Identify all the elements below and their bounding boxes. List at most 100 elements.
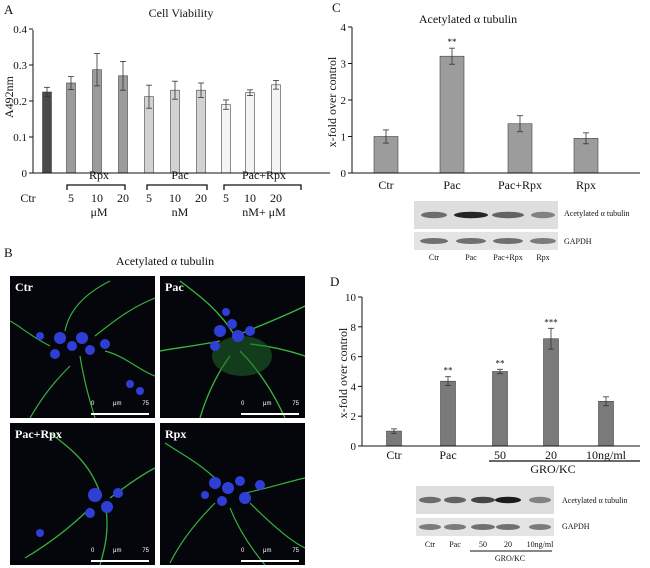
x-tick-label: 50 — [494, 448, 506, 462]
scalebar-pacrpx: 0 μm 75 — [91, 548, 149, 562]
y-tick-label: 0 — [341, 168, 347, 180]
significance-label: *** — [544, 317, 558, 327]
scalebar-rpx: 0 μm 75 — [241, 548, 299, 562]
blot-band — [529, 496, 551, 504]
blot-c-lane-pacrpx: Pac+Rpx — [493, 253, 522, 262]
micrograph-pac: Pac 0 μm 75 — [160, 276, 305, 418]
bar — [543, 338, 559, 447]
chart-d-y-ticks: 0 2 4 6 8 10 — [345, 292, 362, 453]
y-tick-label: 4 — [351, 381, 357, 393]
y-tick-label: 0 — [351, 441, 357, 453]
blot-c-label-gapdh: GAPDH — [564, 237, 592, 246]
bar — [492, 371, 508, 447]
chart-a-ylabel: A492nm — [2, 75, 16, 118]
chart-d-x-labels: Ctr Pac 50 20 10ng/ml — [386, 448, 626, 462]
chart-a-group-pacrpx: Pac+Rpx — [242, 168, 286, 182]
chart-a-group-rpx: Rpx — [89, 168, 109, 182]
y-tick-label: 8 — [351, 322, 357, 334]
panel-b-title: Acetylated α tubulin — [116, 254, 214, 268]
chart-c-x-labels: Ctr Pac Pac+Rpx Rpx — [378, 178, 596, 192]
bar — [271, 84, 281, 174]
y-tick-label: 4 — [341, 22, 347, 34]
bar — [598, 400, 614, 447]
y-tick-label: 0 — [22, 168, 28, 180]
x-tick-label: Pac — [439, 448, 456, 462]
panel-letter-b: B — [4, 245, 13, 260]
bar — [196, 89, 206, 174]
chart-c-bars: ** — [373, 37, 599, 174]
bar — [170, 89, 180, 174]
y-tick-label: 0.2 — [13, 96, 27, 108]
x-tick-label: 10 — [169, 191, 181, 205]
x-tick-label: 5 — [223, 191, 229, 205]
panel-letter-a: A — [4, 2, 14, 17]
chart-a-unit-pacrpx: nM+ μM — [242, 205, 286, 219]
significance-label: ** — [448, 37, 458, 47]
blot-d-label-tubulin: Acetylated α tubulin — [562, 496, 628, 505]
blot-band — [493, 238, 523, 244]
micrograph-rpx-label: Rpx — [165, 427, 187, 441]
blot-d-lane-pac: Pac — [449, 540, 461, 549]
y-tick-label: 0.4 — [13, 24, 27, 36]
x-tick-label: Ctr — [386, 448, 401, 462]
blot-band — [420, 238, 448, 244]
chart-c-y-ticks: 0 1 2 3 4 — [341, 22, 352, 180]
micrograph-ctr: Ctr 0 μm 75 — [10, 276, 155, 418]
x-tick-label: 5 — [68, 191, 74, 205]
bar — [42, 91, 52, 174]
blot-d-lane-20: 20 — [504, 540, 512, 549]
y-tick-label: 1 — [341, 132, 347, 144]
scalebar-pac: 0 μm 75 — [241, 401, 299, 415]
x-tick-label: 20 — [270, 191, 282, 205]
x-tick-label: 10 — [91, 191, 103, 205]
chart-c-title: Acetylated α tubulin — [419, 12, 517, 26]
blot-band — [496, 524, 520, 530]
bar — [439, 55, 465, 174]
blot-band — [471, 496, 495, 504]
y-tick-label: 6 — [351, 352, 357, 364]
micrograph-ctr-image — [10, 280, 155, 418]
bar — [221, 104, 231, 174]
micrograph-rpx-image — [164, 442, 305, 565]
scalebar-ctr: 0 μm 75 — [91, 401, 149, 415]
blot-band — [530, 238, 556, 244]
bar — [66, 82, 76, 174]
bar — [245, 92, 255, 174]
y-tick-label: 2 — [351, 411, 357, 423]
blot-d-group-label: GRO/KC — [495, 554, 525, 563]
chart-a-x-labels: Ctr 5 10 20 5 10 20 5 10 20 — [20, 191, 282, 205]
y-tick-label: 10 — [345, 292, 357, 304]
blot-d-lane-50: 50 — [479, 540, 487, 549]
blot-band — [492, 211, 524, 219]
x-tick-label: 20 — [545, 448, 557, 462]
panel-letter-c: C — [332, 0, 341, 15]
chart-a-title: Cell Viability — [149, 6, 214, 20]
chart-a-unit-pac: nM — [172, 205, 189, 219]
x-tick-label: Pac+Rpx — [498, 178, 542, 192]
blot-band — [444, 524, 466, 530]
chart-c-ylabel: x-fold over control — [325, 56, 339, 147]
chart-a-group-pac: Pac — [171, 168, 188, 182]
blot-d-lane-10: 10ng/ml — [527, 540, 554, 549]
chart-c: Acetylated α tubulin x-fold over control… — [325, 12, 640, 192]
x-tick-label: 10 — [244, 191, 256, 205]
blot-band — [419, 524, 441, 530]
chart-a: Cell Viability A492nm 0 0.1 0.2 0.3 0.4 Ctr 5… — [2, 6, 330, 219]
y-tick-label: 2 — [341, 95, 347, 107]
micrograph-pac-label: Pac — [165, 280, 184, 294]
blot-d-lane-ctr: Ctr — [425, 540, 436, 549]
blot-band — [456, 238, 486, 244]
y-tick-label: 3 — [341, 59, 347, 71]
blot-band — [454, 211, 488, 219]
blot-d: Acetylated α tubulin GAPDH Ctr Pac 50 20… — [416, 486, 628, 563]
x-tick-label: Ctr — [20, 191, 35, 205]
micrograph-pacrpx-label: Pac+Rpx — [15, 427, 62, 441]
bar — [440, 380, 456, 447]
blot-c-lane-rpx: Rpx — [536, 253, 549, 262]
x-tick-label: 10ng/ml — [586, 448, 627, 462]
significance-label: ** — [444, 366, 454, 376]
blot-band — [471, 524, 495, 530]
micrograph-pacrpx-image — [24, 432, 155, 565]
blot-band — [529, 524, 551, 530]
